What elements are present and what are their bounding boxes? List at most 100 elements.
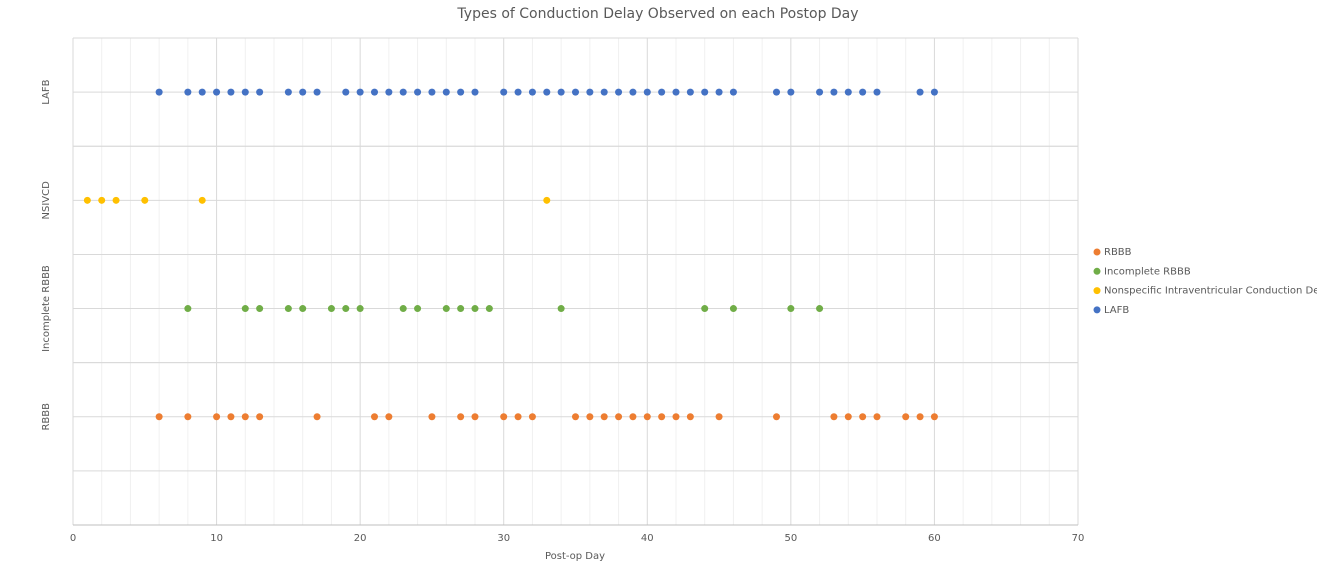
point [916,88,924,96]
point [873,413,881,421]
point [859,413,867,421]
point [184,88,192,96]
x-tick-label: 10 [210,533,223,544]
point [701,88,709,96]
point [830,88,838,96]
point [615,88,623,96]
point [342,88,350,96]
point [715,413,723,421]
point [643,88,651,96]
point [241,413,249,421]
point [686,88,694,96]
point [859,88,867,96]
x-tick-label: 40 [641,533,654,544]
point [500,413,508,421]
point [457,413,465,421]
point [528,88,536,96]
point [844,413,852,421]
point [284,305,292,313]
legend-marker [1093,306,1101,314]
point [600,413,608,421]
x-tick-label: 0 [70,533,76,544]
point [313,88,321,96]
point [428,88,436,96]
point [643,413,651,421]
point [385,88,393,96]
legend-label: LAFB [1104,305,1129,316]
point [213,88,221,96]
point [299,305,307,313]
point [629,413,637,421]
legend-label: RBBB [1104,247,1132,258]
point [773,88,780,96]
point [356,305,364,313]
point [543,88,551,96]
point [284,88,292,96]
point [241,88,249,96]
point [500,88,508,96]
point [184,305,192,313]
legend-marker [1093,267,1101,275]
point [371,413,378,421]
point [98,196,106,204]
point [844,88,852,96]
point [299,88,307,96]
point [385,413,393,421]
point [442,305,450,313]
point [557,88,565,96]
point [715,88,723,96]
point [686,413,694,421]
point [471,413,479,421]
point [572,413,579,421]
point [658,88,666,96]
y-tick-label: RBBB [41,403,52,431]
point [112,196,120,204]
y-tick-label: Incomplete RBBB [41,265,52,352]
point [313,413,321,421]
point [514,88,522,96]
x-axis-label: Post-op Day [545,551,605,561]
point [414,305,422,313]
point [327,305,335,313]
point [198,88,206,96]
point [930,413,938,421]
point [902,413,910,421]
point [471,88,479,96]
point [930,88,938,96]
point [342,305,350,313]
x-tick-label: 50 [784,533,797,544]
point [442,88,450,96]
x-tick-label: 30 [497,533,510,544]
point [787,305,795,313]
point [227,88,235,96]
point [256,305,264,313]
chart-title: Types of Conduction Delay Observed on ea… [456,6,858,22]
point [83,196,91,204]
legend-marker [1093,248,1101,256]
point [256,88,264,96]
point [184,413,192,421]
point [729,88,737,96]
point [615,413,623,421]
point [399,88,407,96]
x-tick-label: 20 [354,533,367,544]
point [241,305,249,313]
legend-label: Incomplete RBBB [1104,266,1191,277]
point [816,88,824,96]
point [155,88,163,96]
point [543,196,551,204]
legend-marker [1093,287,1101,295]
point [729,305,737,313]
point [658,413,666,421]
point [485,305,493,313]
point [572,88,579,96]
point [701,305,709,313]
point [787,88,795,96]
y-tick-label: LAFB [41,79,52,104]
point [428,413,436,421]
point [557,305,565,313]
point [916,413,924,421]
point [471,305,479,313]
point [672,413,680,421]
